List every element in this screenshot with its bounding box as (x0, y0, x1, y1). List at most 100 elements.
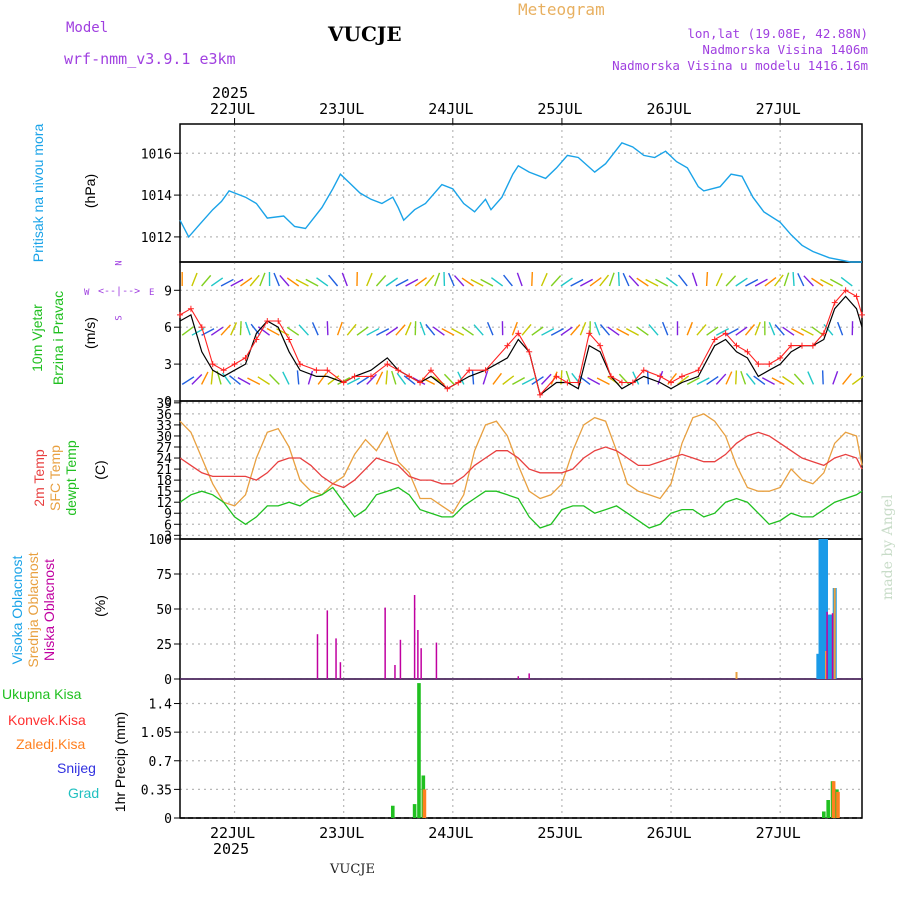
wind-barb (191, 373, 203, 385)
precip-label-frozen: Zaledj.Kisa (16, 736, 86, 752)
high-cloud-bar (820, 539, 825, 679)
wind-barb (832, 370, 839, 385)
wind-barb (279, 274, 290, 287)
wind-barb (486, 321, 494, 336)
wind-barb (434, 272, 441, 287)
wind-barb (648, 324, 659, 336)
wind-barb (811, 277, 824, 287)
y-tick-label: 12 (156, 496, 172, 511)
wind-barb (200, 371, 209, 385)
frozen-precip-bar (836, 791, 840, 818)
wind-barb (421, 377, 436, 386)
wind-barb (607, 326, 620, 336)
wind-barb (706, 326, 719, 336)
wind-barb (715, 272, 723, 287)
total-precip-bar (826, 800, 830, 818)
wind-barb (715, 373, 727, 385)
low-cloud-bar (339, 662, 342, 679)
wind-barb (696, 324, 707, 336)
wind-barb (328, 274, 339, 287)
wind-barb (395, 278, 409, 287)
wind-barb (268, 373, 280, 385)
wind-barb (412, 377, 426, 386)
y-tick-label: 3 (164, 529, 172, 544)
wind-barb (735, 370, 738, 385)
wind-barb (579, 321, 587, 336)
wind-barb (220, 278, 234, 287)
day-label-top: 22JUL (210, 100, 255, 118)
wind-barb (754, 321, 761, 336)
day-label-bottom: 24JUL (428, 824, 473, 842)
wind-barb (181, 376, 195, 385)
total-precip-bar (390, 805, 395, 818)
wind-barb (836, 321, 844, 336)
high-cloud-bar (823, 539, 828, 679)
low-cloud-bar (435, 642, 438, 679)
y-tick-label: 0 (164, 395, 172, 410)
y-tick-label: 50 (156, 603, 172, 618)
wind-barb (511, 321, 518, 336)
wind-barb (696, 377, 710, 386)
wind-barb (461, 326, 474, 336)
wind-barb (842, 373, 852, 385)
wind-barb (540, 272, 548, 287)
day-label-bottom: 26JUL (646, 824, 691, 842)
wind-barb (521, 323, 532, 336)
wind-barb (317, 372, 328, 385)
wind-barb (250, 323, 261, 336)
wind-barb (482, 370, 489, 385)
precip-label-graupel: Grad (68, 785, 100, 801)
wind-barb (447, 272, 455, 287)
mid-cloud-bar (824, 651, 827, 679)
day-label-bottom: 27JUL (756, 824, 801, 842)
wind-barb (715, 328, 730, 336)
y-tick-label: 33 (156, 419, 172, 434)
model-elevation-label: Nadmorska Visina u modelu 1416.16m (612, 58, 868, 73)
wind-barb (239, 321, 242, 336)
y-tick-label: 0 (164, 812, 172, 827)
day-label-bottom: 23JUL (319, 824, 364, 842)
wind-barb (608, 272, 615, 287)
day-label-top: 26JUL (646, 100, 691, 118)
y-tick-label: 27 (156, 441, 172, 456)
wind-barb (457, 371, 465, 385)
wind-barb (665, 277, 678, 287)
wind-barb (229, 375, 241, 385)
wind-barb (636, 326, 649, 336)
wind-barb (677, 375, 690, 385)
wind-barb (706, 375, 719, 385)
wind-barb (774, 274, 784, 287)
wind-barb (273, 272, 280, 287)
wind-barb (266, 327, 280, 336)
wind-barb (295, 278, 309, 287)
wind-barb (307, 370, 314, 385)
y-tick-label: 1012 (141, 231, 172, 246)
year-label-bottom: 2025 (213, 840, 250, 858)
y-tick-label: 21 (156, 463, 172, 478)
wind-compass-arrows: <--|--> (98, 286, 141, 297)
low-cloud-bar (316, 634, 319, 679)
wind-barb (761, 377, 775, 386)
wind-compass-east: E (149, 288, 155, 298)
y-tick-label: 24 (156, 452, 172, 467)
precip-label-convective: Konvek.Kisa (8, 712, 86, 728)
wind-barb (385, 370, 388, 385)
wind-barb (725, 275, 737, 287)
wind-barb (276, 328, 290, 336)
wind-barb (259, 272, 266, 287)
wind-barb (531, 376, 544, 385)
wind-barb (550, 275, 562, 287)
wind-barb (686, 377, 700, 386)
wind-barb (740, 370, 747, 385)
y-tick-label: 1014 (141, 189, 172, 204)
y-tick-label: 39 (156, 397, 172, 412)
y-tick-label: 1.4 (149, 698, 173, 713)
wind-barb (782, 326, 795, 336)
wind-barb (754, 278, 768, 287)
wind-barb (521, 377, 535, 386)
total-precip-bar (417, 683, 421, 818)
wind-barb (753, 375, 766, 385)
low-cloud-bar (394, 665, 396, 679)
y-tick-label: 30 (156, 430, 172, 445)
wind-barb (560, 277, 573, 287)
